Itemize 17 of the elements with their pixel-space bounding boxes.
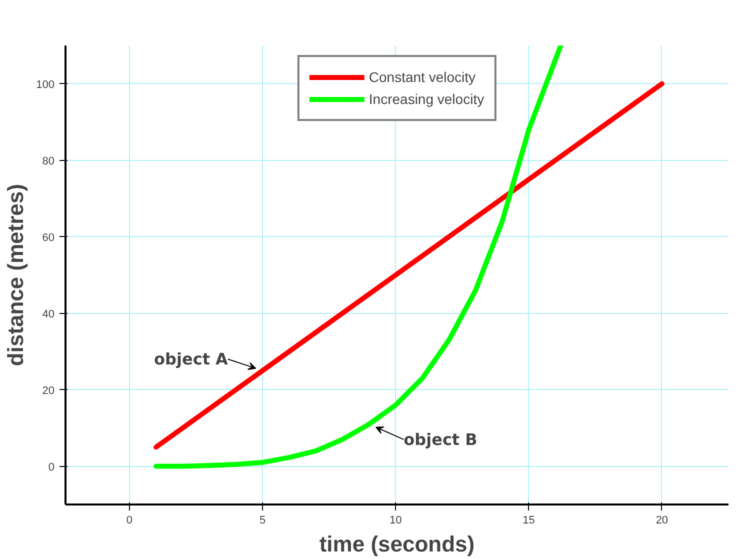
y-tick-label: 40 [42, 308, 55, 320]
x-tick-label: 20 [656, 514, 668, 526]
y-tick-label: 20 [42, 384, 55, 397]
legend-label: Increasing velocity [368, 91, 484, 107]
x-axis-title: time (seconds) [319, 532, 475, 556]
annotation: object B [404, 430, 478, 449]
legend-label: Constant velocity [368, 69, 476, 85]
x-tick-label: 5 [259, 514, 266, 526]
y-tick-label: 60 [42, 232, 55, 244]
x-tick-label: 10 [390, 514, 402, 526]
y-tick-label: 100 [36, 78, 55, 91]
y-tick-label: 0 [48, 461, 55, 474]
annotation: object A [154, 350, 229, 369]
y-tick-label: 80 [42, 155, 55, 168]
x-tick-label: 0 [126, 514, 132, 526]
y-axis-title: distance (metres) [3, 184, 28, 366]
x-tick-label: 15 [522, 514, 535, 526]
